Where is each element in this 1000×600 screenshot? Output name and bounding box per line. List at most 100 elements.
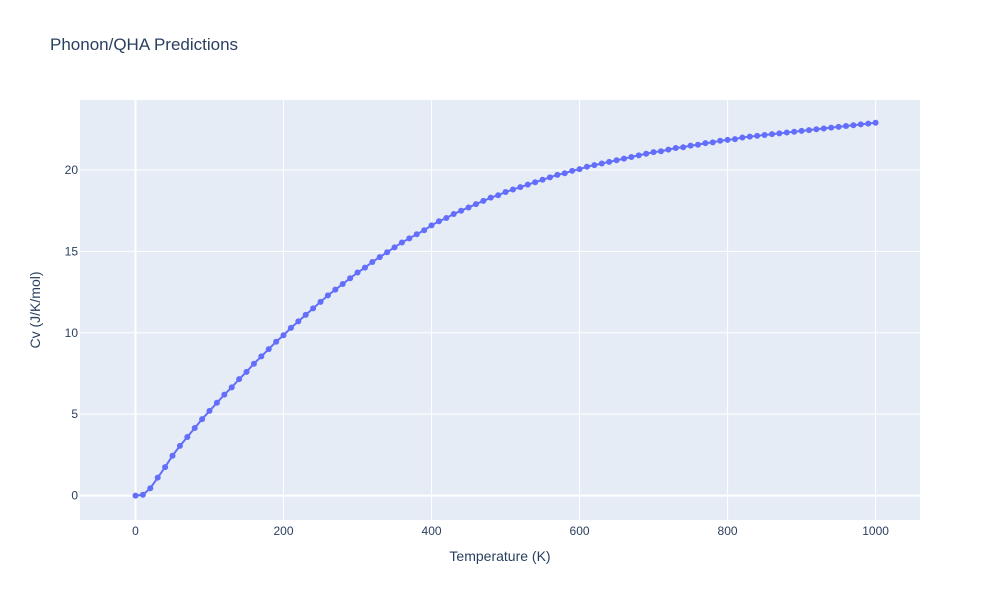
series-markers xyxy=(132,119,879,499)
data-point xyxy=(250,360,257,367)
data-point xyxy=(842,123,849,130)
y-tick-label: 0 xyxy=(71,489,78,503)
data-point xyxy=(421,227,428,234)
data-point xyxy=(458,207,465,214)
data-point xyxy=(295,318,302,325)
x-tick-label: 1000 xyxy=(862,524,889,538)
data-point xyxy=(731,136,738,143)
data-point xyxy=(162,464,169,471)
data-point xyxy=(199,416,206,423)
data-point xyxy=(502,188,509,195)
data-point xyxy=(147,485,154,492)
plot-area xyxy=(80,100,920,520)
data-point xyxy=(613,157,620,164)
data-point xyxy=(591,162,598,169)
data-point xyxy=(850,122,857,129)
x-tick-label: 0 xyxy=(132,524,139,538)
data-point xyxy=(472,201,479,208)
data-point xyxy=(317,298,324,305)
data-point xyxy=(435,218,442,225)
data-point xyxy=(324,292,331,299)
data-point xyxy=(443,215,450,222)
data-point xyxy=(191,425,198,432)
data-point xyxy=(428,222,435,229)
data-point xyxy=(398,239,405,246)
data-point xyxy=(680,144,687,151)
data-point xyxy=(480,197,487,204)
data-point xyxy=(665,146,672,153)
data-point xyxy=(813,126,820,133)
data-point xyxy=(465,204,472,211)
x-axis-ticks: 0 200 400 600 800 1000 xyxy=(132,524,889,538)
data-point xyxy=(694,141,701,148)
data-point xyxy=(287,324,294,331)
data-point xyxy=(273,338,280,345)
x-tick-label: 800 xyxy=(718,524,738,538)
data-point xyxy=(384,249,391,256)
data-point xyxy=(265,346,272,353)
data-point xyxy=(569,167,576,174)
data-point xyxy=(554,171,561,178)
data-point xyxy=(132,492,139,499)
data-point xyxy=(139,491,146,498)
data-point xyxy=(347,275,354,282)
y-tick-label: 15 xyxy=(65,244,79,258)
data-point xyxy=(487,194,494,201)
data-point xyxy=(361,264,368,271)
data-point xyxy=(546,174,553,181)
data-point xyxy=(650,149,657,156)
data-point xyxy=(687,142,694,149)
data-point xyxy=(369,258,376,265)
data-point xyxy=(213,399,220,406)
data-point xyxy=(872,119,879,126)
data-point xyxy=(739,134,746,141)
data-point xyxy=(724,136,731,143)
data-point xyxy=(509,186,516,193)
data-point xyxy=(783,129,790,136)
data-point xyxy=(376,254,383,261)
data-point xyxy=(243,368,250,375)
data-point xyxy=(495,192,502,199)
data-point xyxy=(754,132,761,139)
y-tick-label: 10 xyxy=(65,326,79,340)
data-point xyxy=(820,125,827,132)
data-point xyxy=(450,210,457,217)
data-point xyxy=(517,184,524,191)
data-point xyxy=(643,150,650,157)
data-point xyxy=(717,137,724,144)
chart-title: Phonon/QHA Predictions xyxy=(50,35,238,54)
data-point xyxy=(791,128,798,135)
data-point xyxy=(702,140,709,147)
data-point xyxy=(620,155,627,162)
data-point xyxy=(221,391,228,398)
y-axis-ticks: 0 5 10 15 20 xyxy=(65,163,79,503)
data-point xyxy=(628,153,635,160)
data-point xyxy=(657,148,664,155)
data-point xyxy=(524,181,531,188)
data-point xyxy=(635,152,642,159)
data-point xyxy=(532,179,539,186)
data-point xyxy=(768,131,775,138)
data-point xyxy=(576,166,583,173)
data-point xyxy=(828,124,835,131)
data-point xyxy=(561,170,568,177)
data-point xyxy=(236,376,243,383)
data-point xyxy=(354,269,361,276)
y-tick-label: 5 xyxy=(71,407,78,421)
x-tick-label: 400 xyxy=(422,524,442,538)
y-axis-title: Cv (J/K/mol) xyxy=(27,272,43,349)
data-point xyxy=(310,305,317,312)
x-axis-title: Temperature (K) xyxy=(449,548,550,564)
data-point xyxy=(746,133,753,140)
data-point xyxy=(539,176,546,183)
data-point xyxy=(835,123,842,130)
data-point xyxy=(258,353,265,360)
data-point xyxy=(339,280,346,287)
x-tick-label: 200 xyxy=(274,524,294,538)
data-point xyxy=(606,158,613,165)
data-point xyxy=(176,442,183,449)
data-point xyxy=(280,332,287,339)
x-tick-label: 600 xyxy=(570,524,590,538)
data-point xyxy=(228,384,235,391)
data-point xyxy=(184,433,191,440)
